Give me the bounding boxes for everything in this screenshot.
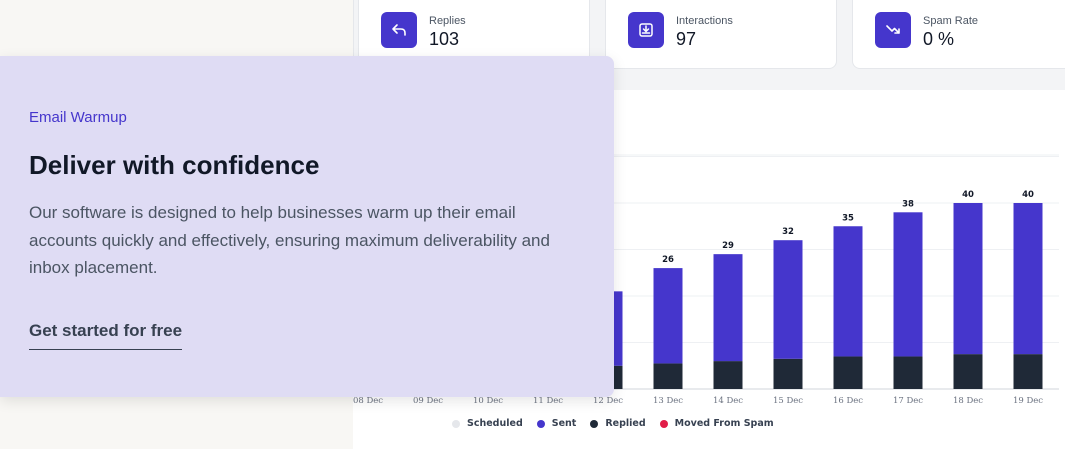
bar-replied[interactable]: [774, 359, 803, 389]
x-tick-label: 19 Dec: [1013, 396, 1043, 406]
promo-title: Deliver with confidence: [29, 150, 319, 181]
trend-down-icon: [875, 12, 911, 48]
get-started-link[interactable]: Get started for free: [29, 321, 182, 350]
stat-label: Interactions: [676, 15, 733, 27]
x-tick-label: 10 Dec: [473, 396, 503, 406]
bar-total-label: 26: [662, 255, 674, 265]
legend-label: Moved From Spam: [675, 418, 774, 429]
bar-total-label: 32: [782, 227, 794, 237]
x-tick-label: 17 Dec: [893, 396, 923, 406]
stat-value: 0 %: [923, 29, 954, 50]
legend-item-moved-from-spam[interactable]: Moved From Spam: [660, 418, 774, 429]
bar-replied[interactable]: [714, 361, 743, 389]
legend-item-replied[interactable]: Replied: [590, 418, 645, 429]
bar-total-label: 29: [722, 241, 734, 251]
bar-sent[interactable]: [714, 254, 743, 361]
bar-replied[interactable]: [1014, 354, 1043, 389]
legend-label: Replied: [605, 418, 645, 429]
stat-card-interactions[interactable]: Interactions 97: [605, 0, 837, 69]
stat-value: 97: [676, 29, 696, 50]
chart-legend: Scheduled Sent Replied Moved From Spam: [452, 418, 774, 429]
stat-card-spam-rate[interactable]: Spam Rate 0 %: [852, 0, 1065, 69]
legend-label: Scheduled: [467, 418, 523, 429]
bar-sent[interactable]: [894, 212, 923, 356]
bar-sent[interactable]: [834, 226, 863, 356]
bar-total-label: 40: [1022, 190, 1034, 200]
bar-replied[interactable]: [834, 356, 863, 389]
x-tick-label: 11 Dec: [533, 396, 563, 406]
legend-dot: [660, 420, 668, 428]
stat-label: Replies: [429, 15, 466, 27]
x-tick-label: 18 Dec: [953, 396, 983, 406]
x-tick-label: 13 Dec: [653, 396, 683, 406]
bar-sent[interactable]: [654, 268, 683, 363]
inbox-download-icon: [628, 12, 664, 48]
x-tick-label: 08 Dec: [353, 396, 383, 406]
bar-sent[interactable]: [774, 240, 803, 359]
x-tick-label: 16 Dec: [833, 396, 863, 406]
bar-total-label: 38: [902, 199, 914, 209]
legend-dot: [452, 420, 460, 428]
bar-replied[interactable]: [954, 354, 983, 389]
bar-total-label: 40: [962, 190, 974, 200]
stat-label: Spam Rate: [923, 15, 978, 27]
stat-value: 103: [429, 29, 459, 50]
bar-replied[interactable]: [894, 356, 923, 389]
promo-body: Our software is designed to help busines…: [29, 199, 574, 282]
bar-sent[interactable]: [1014, 203, 1043, 354]
legend-dot: [590, 420, 598, 428]
x-tick-label: 15 Dec: [773, 396, 803, 406]
bar-replied[interactable]: [654, 363, 683, 389]
legend-item-sent[interactable]: Sent: [537, 418, 577, 429]
reply-arrow-icon: [381, 12, 417, 48]
bar-sent[interactable]: [954, 203, 983, 354]
legend-dot: [537, 420, 545, 428]
x-tick-label: 14 Dec: [713, 396, 743, 406]
promo-card: Email Warmup Deliver with confidence Our…: [0, 56, 614, 397]
promo-eyebrow: Email Warmup: [29, 109, 127, 126]
x-tick-label: 09 Dec: [413, 396, 443, 406]
bar-total-label: 35: [842, 213, 854, 223]
x-tick-label: 12 Dec: [593, 396, 623, 406]
legend-item-scheduled[interactable]: Scheduled: [452, 418, 523, 429]
legend-label: Sent: [552, 418, 577, 429]
